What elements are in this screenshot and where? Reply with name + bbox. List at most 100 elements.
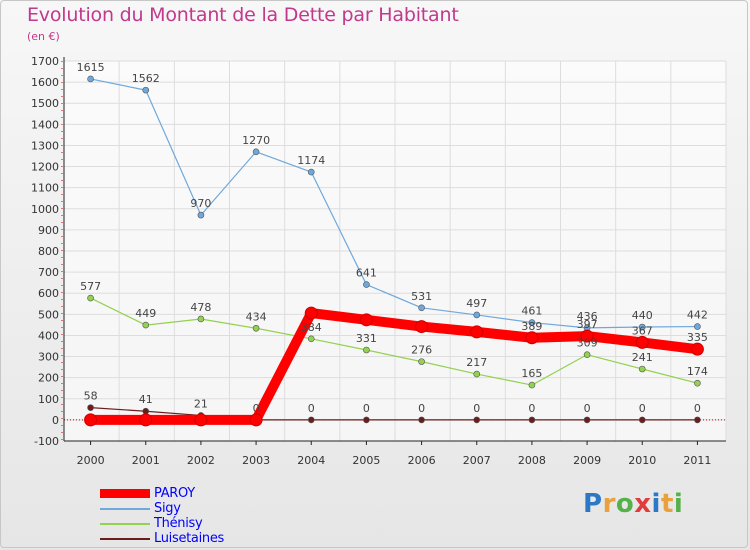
data-label: 0 <box>418 402 425 415</box>
y-tick-label: 500 <box>38 308 59 321</box>
y-tick-label: 1200 <box>31 161 59 174</box>
chart-unit-label: (en €) <box>27 30 60 43</box>
data-point <box>418 416 425 424</box>
legend-swatch-paroy <box>100 489 150 498</box>
y-tick-label: 1300 <box>31 139 59 152</box>
proxiti-logo: Proxiti <box>583 489 684 519</box>
data-point <box>635 335 649 349</box>
legend-label-sigy: Sigy <box>154 501 181 516</box>
data-label: 165 <box>521 367 542 380</box>
data-label: 641 <box>356 267 377 280</box>
chart-legend: PAROY Sigy Thénisy Luisetaines <box>100 486 300 546</box>
series-line-2 <box>89 297 699 386</box>
data-point <box>87 294 94 302</box>
data-label: 217 <box>466 356 487 369</box>
data-point <box>583 351 591 358</box>
data-point <box>690 342 704 356</box>
x-tick-label: 2011 <box>683 454 711 467</box>
data-label: 442 <box>687 309 708 322</box>
data-point <box>142 321 150 329</box>
data-point <box>694 323 701 330</box>
data-label: 1562 <box>132 72 160 85</box>
legend-item-thenisy: Thénisy <box>100 516 300 531</box>
data-label: 397 <box>577 318 598 331</box>
data-label: 0 <box>308 402 315 415</box>
data-label: 440 <box>632 309 653 322</box>
x-tick-label: 2003 <box>242 454 270 467</box>
y-tick-label: 300 <box>38 351 59 364</box>
data-point <box>583 416 591 424</box>
data-label: 331 <box>356 332 377 345</box>
y-tick-label: 900 <box>38 224 59 237</box>
data-label: 58 <box>84 390 98 403</box>
data-point <box>638 365 646 373</box>
data-point <box>304 306 318 320</box>
data-point <box>528 416 536 424</box>
legend-item-paroy: PAROY <box>100 486 300 501</box>
legend-label-luisetaines: Luisetaines <box>154 531 225 546</box>
y-tick-label: 1500 <box>31 97 59 110</box>
x-tick-label: 2000 <box>77 454 105 467</box>
data-label: 1270 <box>242 134 270 147</box>
data-point <box>87 75 94 83</box>
data-label: 276 <box>411 344 432 357</box>
data-point <box>142 86 150 94</box>
data-label: 478 <box>190 301 211 314</box>
data-label: 0 <box>639 402 646 415</box>
data-point <box>194 413 208 427</box>
y-tick-label: 1700 <box>31 55 59 68</box>
data-point <box>528 319 536 326</box>
data-label: 174 <box>687 365 708 378</box>
data-label: 21 <box>194 397 208 410</box>
series-line-3 <box>89 407 699 421</box>
data-point <box>252 148 260 156</box>
data-point <box>473 370 481 378</box>
data-point <box>307 168 315 176</box>
data-point <box>580 329 594 343</box>
legend-item-luisetaines: Luisetaines <box>100 531 300 546</box>
y-tick-label: 200 <box>38 372 59 385</box>
legend-label-thenisy: Thénisy <box>154 516 203 531</box>
data-point <box>694 379 701 387</box>
data-label: 449 <box>135 307 156 320</box>
x-tick-label: 2005 <box>352 454 380 467</box>
data-label: 335 <box>687 331 708 344</box>
data-label: 577 <box>80 280 101 293</box>
y-tick-label: 0 <box>52 414 59 427</box>
data-point <box>418 304 425 312</box>
y-tick-label: 100 <box>38 393 59 406</box>
data-point <box>694 416 701 424</box>
data-point <box>252 324 260 332</box>
series-line-0 <box>85 308 703 425</box>
data-point <box>473 416 481 424</box>
x-tick-label: 2008 <box>518 454 546 467</box>
y-tick-label: 600 <box>38 287 59 300</box>
data-label: 0 <box>363 402 370 415</box>
series-line-1 <box>89 78 699 329</box>
y-tick-label: 1600 <box>31 76 59 89</box>
data-point <box>638 416 646 424</box>
y-tick-label: 1400 <box>31 118 59 131</box>
data-point <box>307 416 315 424</box>
data-label: 241 <box>632 351 653 364</box>
data-label: 0 <box>528 402 535 415</box>
data-point <box>525 331 539 345</box>
data-point <box>638 323 646 331</box>
x-tick-label: 2002 <box>187 454 215 467</box>
data-point <box>307 335 315 343</box>
data-point <box>359 313 373 327</box>
data-point <box>363 281 370 288</box>
data-label: 41 <box>139 393 153 406</box>
data-point <box>249 413 263 427</box>
data-label: 531 <box>411 290 432 303</box>
data-point <box>473 311 481 319</box>
data-label: 0 <box>584 402 591 415</box>
y-tick-label: 1100 <box>31 182 59 195</box>
data-point <box>139 413 153 427</box>
data-label: 389 <box>521 320 542 333</box>
data-point <box>363 346 370 354</box>
data-point <box>470 325 484 339</box>
data-point <box>363 416 370 424</box>
